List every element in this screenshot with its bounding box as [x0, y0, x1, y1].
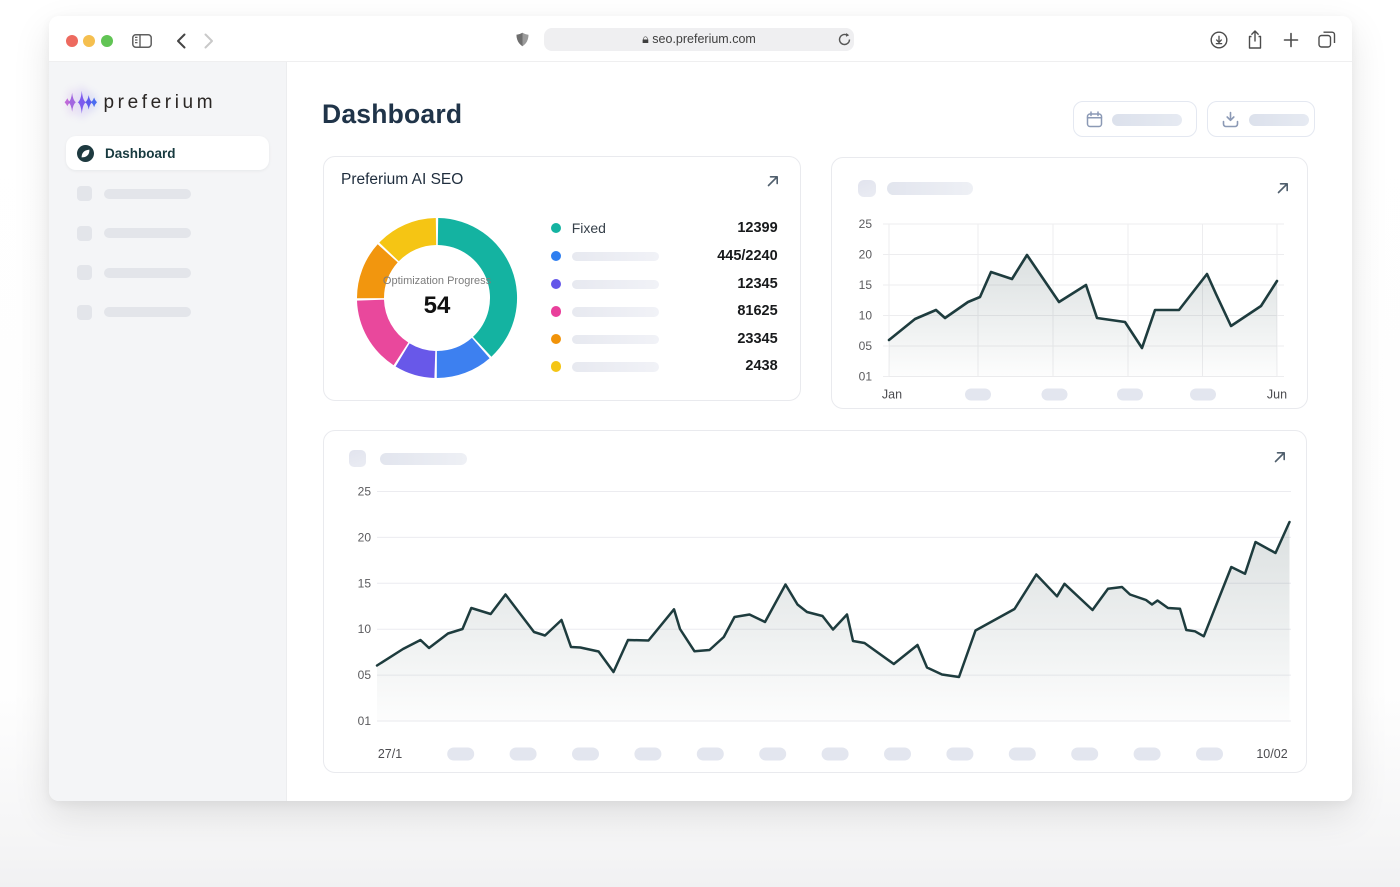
svg-text:25: 25	[358, 485, 372, 499]
svg-text:10: 10	[358, 622, 372, 636]
svg-text:Jan: Jan	[882, 388, 902, 402]
svg-text:01: 01	[859, 370, 873, 384]
svg-text:05: 05	[358, 668, 372, 682]
svg-text:01: 01	[358, 714, 372, 728]
svg-text:20: 20	[358, 530, 372, 544]
svg-text:05: 05	[859, 339, 873, 353]
svg-text:25: 25	[859, 217, 873, 231]
svg-text:Jun: Jun	[1267, 388, 1287, 402]
svg-text:10: 10	[859, 309, 873, 323]
svg-text:10/02: 10/02	[1256, 747, 1287, 761]
svg-text:20: 20	[859, 248, 873, 262]
svg-text:27/1: 27/1	[378, 747, 402, 761]
svg-text:15: 15	[358, 576, 372, 590]
svg-text:15: 15	[859, 278, 873, 292]
